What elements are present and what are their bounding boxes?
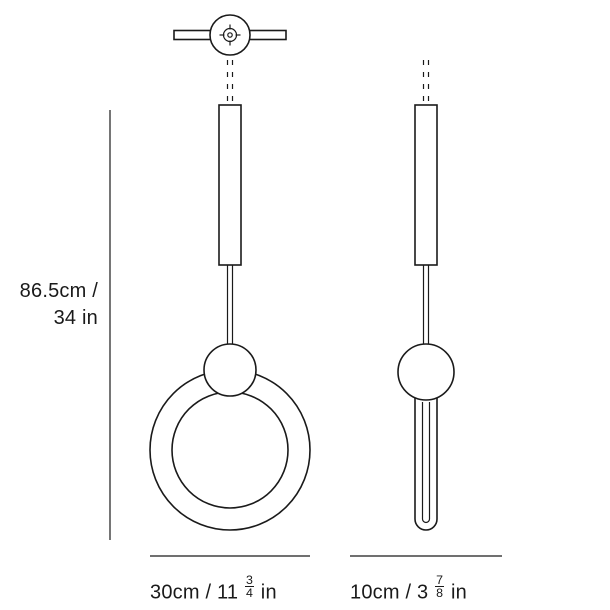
dim-side-unit: in xyxy=(451,582,467,604)
dim-height-cm: 86.5cm xyxy=(20,280,87,302)
dim-width-side-label: 10cm / 3 7 8 in xyxy=(350,574,467,607)
dim-side-in: 3 xyxy=(417,582,428,604)
dim-side-cm: 10cm xyxy=(350,582,400,604)
dim-side-frac: 7 8 xyxy=(435,574,444,600)
dim-front-unit: in xyxy=(261,582,277,604)
dim-front-in: 11 xyxy=(217,582,238,604)
dim-height-label: 86.5cm / 34 in xyxy=(0,278,98,332)
dim-front-frac: 3 4 xyxy=(245,574,254,600)
dim-width-front-label: 30cm / 11 3 4 in xyxy=(150,574,277,607)
dim-height-in: 34 xyxy=(54,307,77,329)
dim-height-unit: in xyxy=(82,307,98,329)
diagram-stage: 86.5cm / 34 in 30cm / 11 3 4 in 10cm / 3… xyxy=(0,0,610,610)
dim-front-cm: 30cm xyxy=(150,582,200,604)
